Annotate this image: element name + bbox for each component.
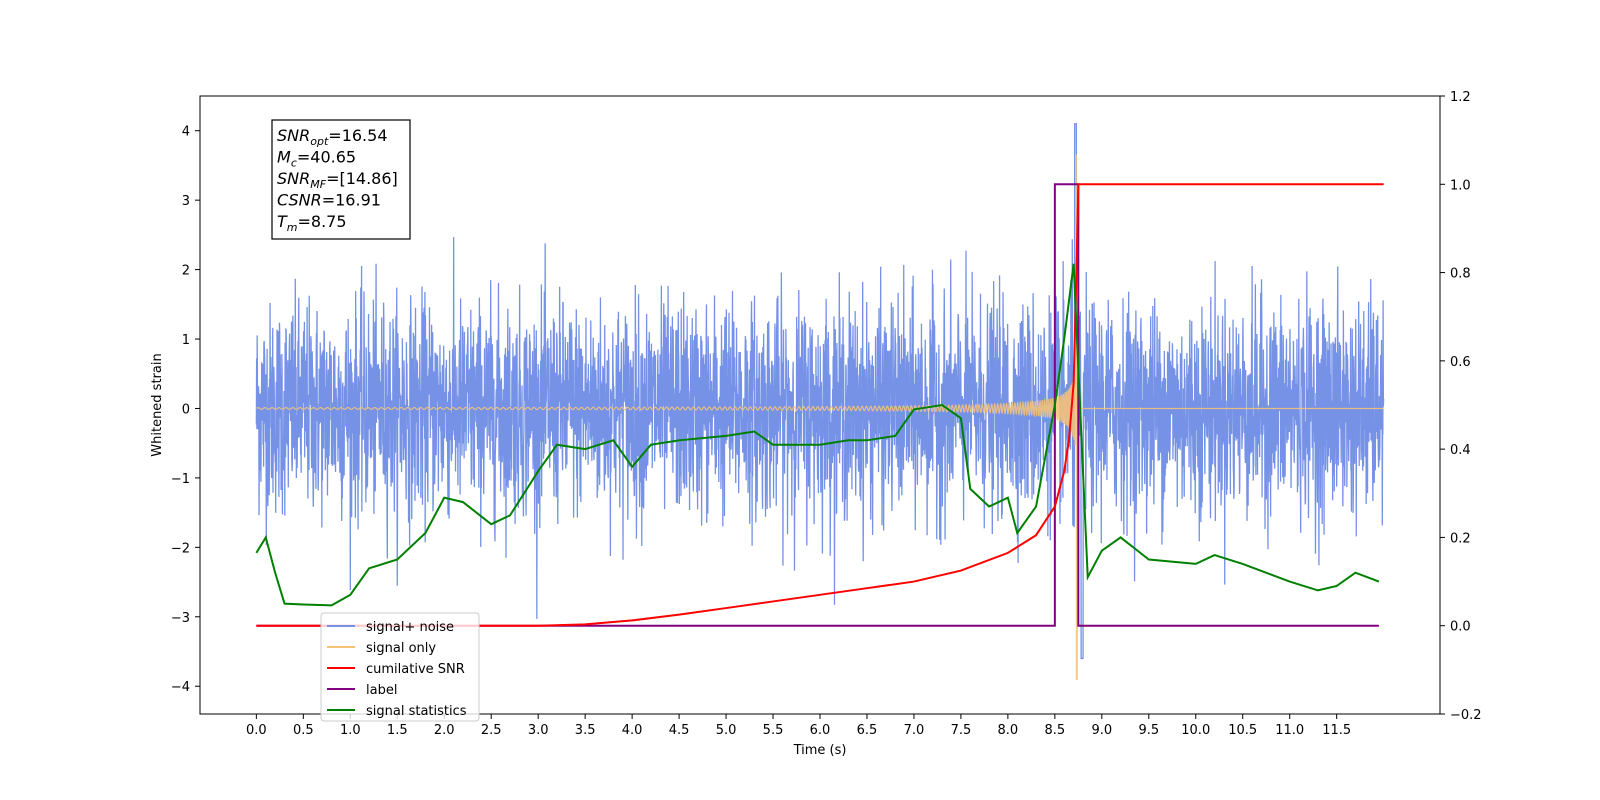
x-tick-label: 4.5 — [669, 723, 690, 738]
info-box-frame — [271, 119, 411, 240]
x-tick-label: 9.0 — [1091, 723, 1112, 738]
x-tick-label: 5.5 — [763, 723, 784, 738]
legend-label: signal+ noise — [366, 620, 454, 635]
info-line: SNRMF=[14.86] — [277, 169, 398, 191]
series-cumulative-snr-line — [256, 183, 1384, 627]
y-right-tick-label: 1.0 — [1450, 178, 1471, 193]
x-tick-label: 3.5 — [575, 723, 596, 738]
y-axis-label-left: Whitened strain — [150, 353, 165, 456]
x-tick-label: 0.0 — [246, 723, 267, 738]
series-label-line — [256, 183, 1379, 627]
y-left-tick-label: 1 — [182, 333, 190, 348]
info-line: Mc=40.65 — [277, 148, 356, 170]
y-left-tick-label: −2 — [171, 541, 190, 556]
x-tick-label: 5.0 — [716, 723, 737, 738]
y-left-tick-label: 4 — [182, 125, 190, 140]
x-tick-label: 2.0 — [434, 723, 455, 738]
x-tick-label: 1.0 — [340, 723, 361, 738]
y-left-tick-label: 3 — [182, 194, 190, 209]
info-line: Tm=8.75 — [277, 212, 347, 234]
y-right-tick-label: 0.4 — [1450, 443, 1471, 458]
x-tick-label: 8.0 — [998, 723, 1019, 738]
legend: signal+ noise signal only cumilative SNR la… — [320, 612, 480, 722]
x-tick-label: 6.0 — [810, 723, 831, 738]
legend-label: signal only — [366, 641, 436, 656]
y-right-tick-label: 0.0 — [1450, 620, 1471, 635]
y-right-tick-label: 0.6 — [1450, 355, 1471, 370]
series-signal-noise-line — [255, 123, 1385, 660]
x-tick-label: 10.5 — [1228, 723, 1257, 738]
x-tick-label: 11.0 — [1275, 723, 1304, 738]
x-tick-label: 6.5 — [857, 723, 878, 738]
x-tick-label: 2.5 — [481, 723, 502, 738]
x-tick-label: 7.0 — [904, 723, 925, 738]
legend-label: signal statistics — [366, 704, 467, 719]
info-line: CSNR=16.91 — [277, 191, 381, 210]
y-left-tick-label: −3 — [171, 611, 190, 626]
x-axis-label: Time (s) — [793, 743, 847, 758]
info-annotation-box: SNRopt=16.54Mc=40.65SNRMF=[14.86]CSNR=16… — [271, 119, 411, 240]
info-line: SNRopt=16.54 — [277, 126, 388, 148]
legend-label: label — [366, 683, 397, 698]
x-tick-label: 9.5 — [1138, 723, 1159, 738]
series-layer — [255, 123, 1385, 680]
y-left-tick-label: 0 — [182, 402, 190, 417]
x-axis: 0.0 0.5 1.0 1.5 2.0 2.5 3.0 3.5 4.0 4.5 5.0 5.5 6.0 6… — [246, 714, 1351, 738]
y-axis-right: −0.2 0.0 0.2 0.4 0.6 0.8 1.0 1.2 — [1440, 90, 1482, 723]
y-left-tick-label: −4 — [171, 680, 190, 695]
y-axis-left: −4 −3 −2 −1 0 1 2 3 4 — [171, 125, 200, 695]
x-tick-label: 0.5 — [293, 723, 314, 738]
x-tick-label: 4.0 — [622, 723, 643, 738]
x-tick-label: 1.5 — [387, 723, 408, 738]
y-left-tick-label: −1 — [171, 472, 190, 487]
y-left-tick-label: 2 — [182, 264, 190, 279]
y-right-tick-label: −0.2 — [1450, 708, 1482, 723]
x-tick-label: 8.5 — [1045, 723, 1066, 738]
x-tick-label: 11.5 — [1322, 723, 1351, 738]
series-signal-statistics-line — [255, 263, 1380, 607]
x-tick-label: 3.0 — [528, 723, 549, 738]
y-right-tick-label: 1.2 — [1450, 90, 1471, 105]
y-right-tick-label: 0.8 — [1450, 267, 1471, 282]
x-tick-label: 7.5 — [951, 723, 972, 738]
x-tick-label: 10.0 — [1181, 723, 1210, 738]
legend-label: cumilative SNR — [366, 662, 465, 677]
series-signal-only-line — [256, 154, 1384, 680]
y-right-tick-label: 0.2 — [1450, 531, 1471, 546]
legend-frame — [320, 612, 480, 722]
